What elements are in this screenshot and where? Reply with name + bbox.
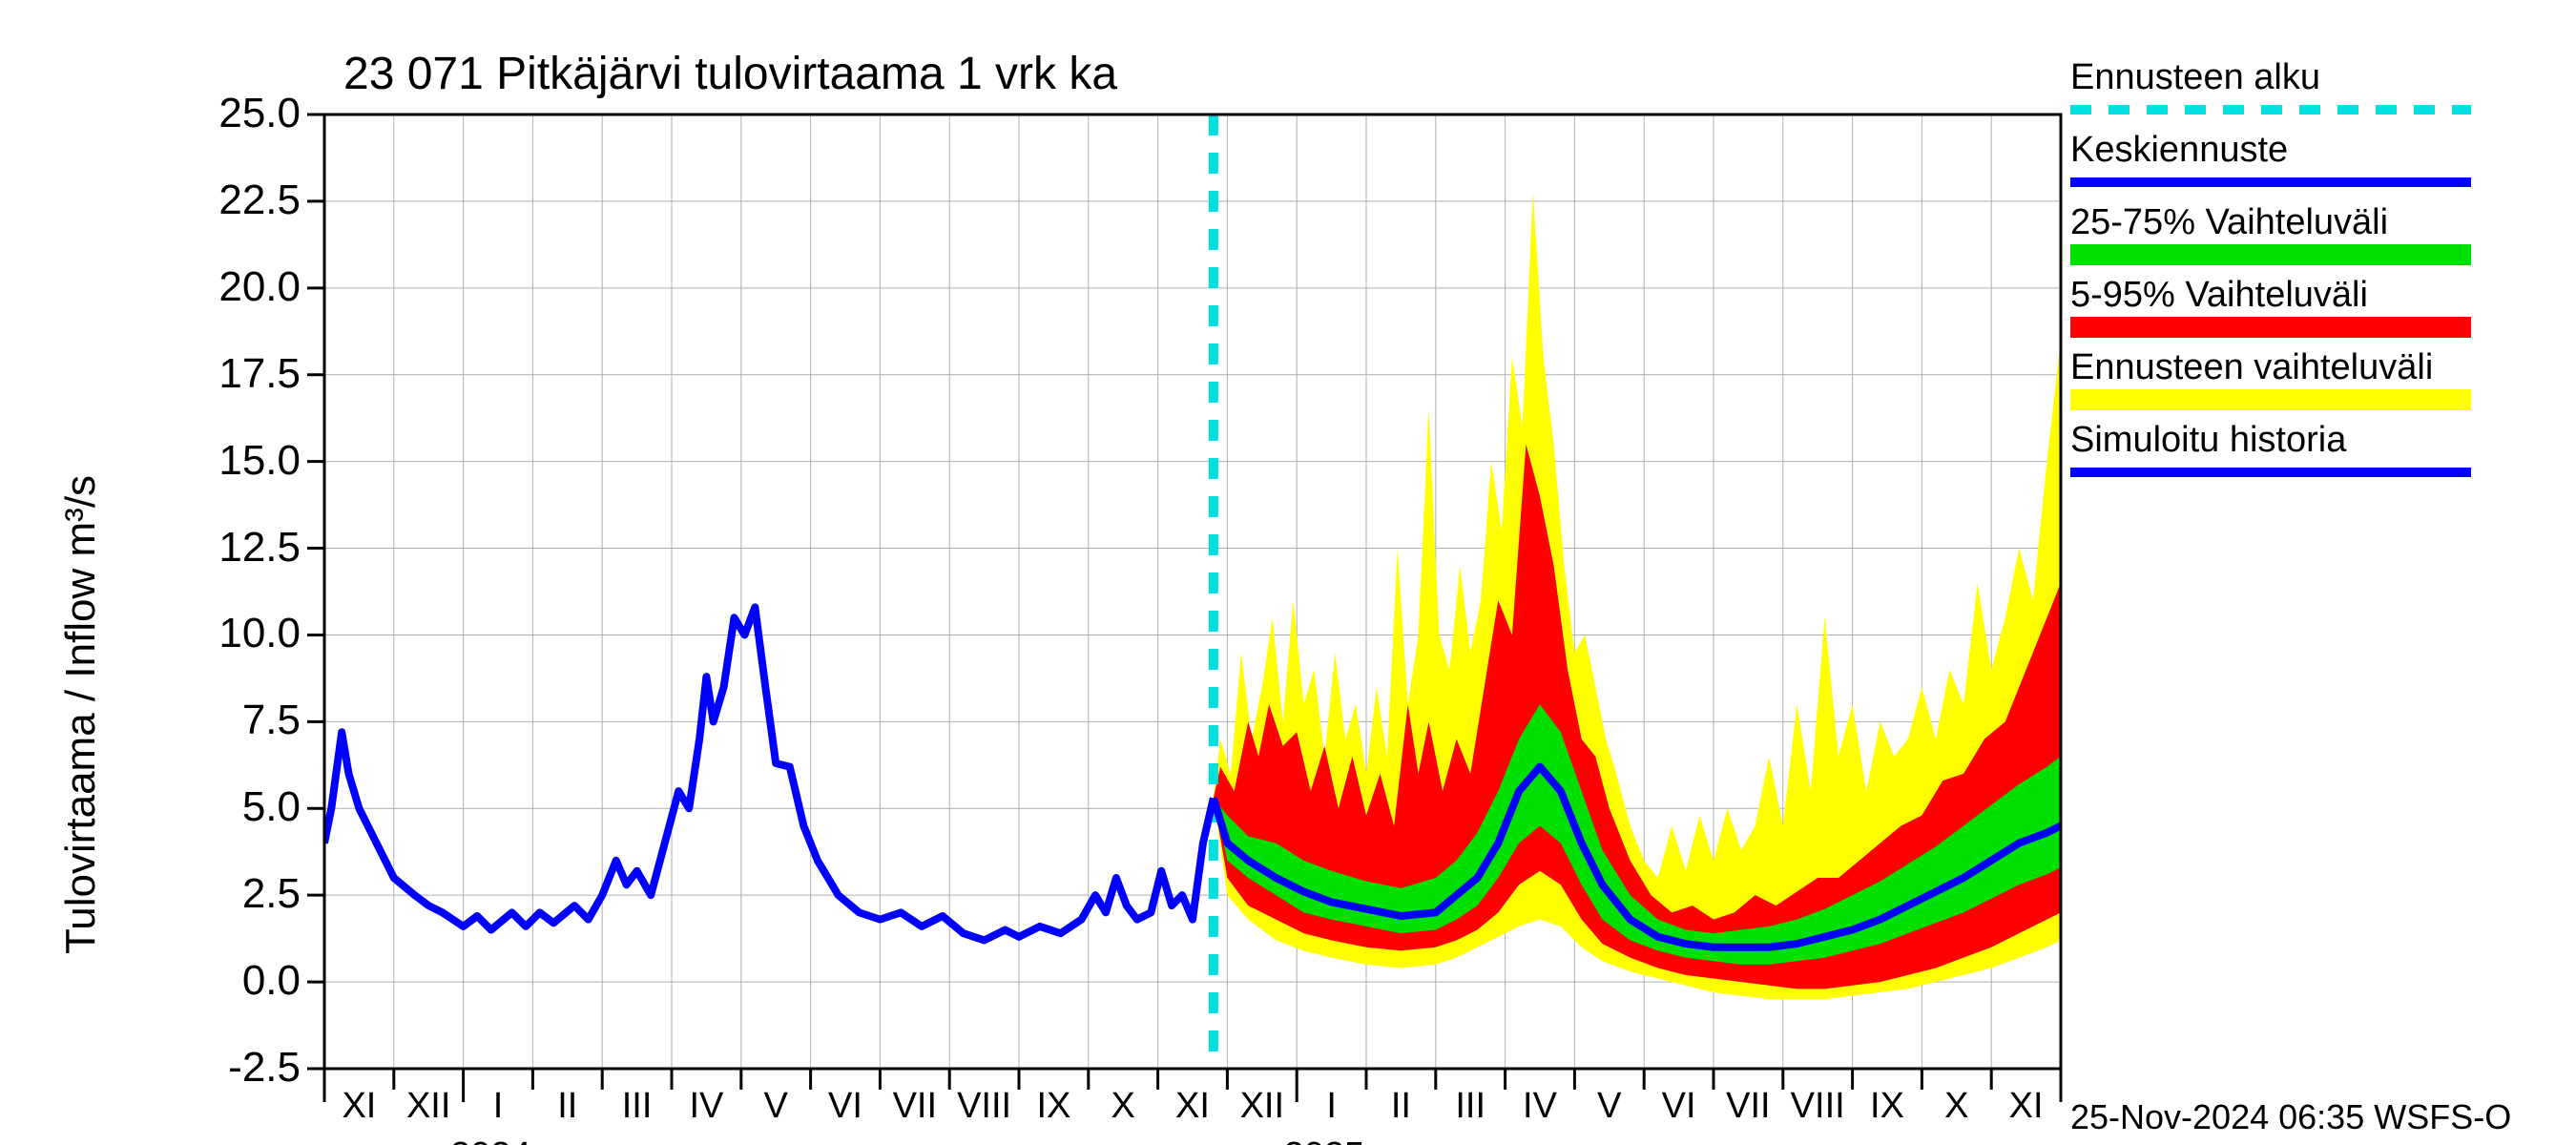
legend-swatch — [2070, 177, 2471, 187]
legend-swatch — [2070, 468, 2471, 477]
x-tick-label: XI — [342, 1086, 376, 1127]
x-tick-label: III — [622, 1086, 653, 1127]
legend-label: Ennusteen alku — [2070, 57, 2320, 98]
x-tick-label: V — [1597, 1086, 1621, 1127]
y-tick-label: 2.5 — [129, 870, 301, 918]
y-tick-label: 17.5 — [129, 350, 301, 398]
legend: Ennusteen alku Keskiennuste 25-75% Vaihtel… — [2070, 57, 2566, 492]
year-label: 2024 — [450, 1135, 531, 1145]
x-tick-label: II — [1391, 1086, 1411, 1127]
x-tick-label: IX — [1036, 1086, 1070, 1127]
y-tick-label: 5.0 — [129, 783, 301, 831]
legend-swatch — [2070, 105, 2471, 114]
x-tick-label: X — [1944, 1086, 1968, 1127]
x-tick-label: VI — [828, 1086, 862, 1127]
x-tick-label: VIII — [1791, 1086, 1845, 1127]
x-tick-label: IV — [1523, 1086, 1557, 1127]
x-tick-label: III — [1455, 1086, 1485, 1127]
x-tick-label: XI — [2009, 1086, 2044, 1127]
y-tick-label: -2.5 — [129, 1044, 301, 1092]
legend-label: Keskiennuste — [2070, 130, 2288, 171]
legend-label: 25-75% Vaihteluväli — [2070, 202, 2388, 243]
x-tick-label: VIII — [957, 1086, 1011, 1127]
y-tick-label: 15.0 — [129, 437, 301, 485]
legend-item: 25-75% Vaihteluväli — [2070, 202, 2566, 275]
legend-swatch — [2070, 317, 2471, 338]
x-tick-label: V — [764, 1086, 788, 1127]
legend-item: Simuloitu historia — [2070, 420, 2566, 492]
x-tick-label: VII — [893, 1086, 937, 1127]
chart-container: { "title": "23 071 Pitkäjärvi tulovirtaa… — [0, 0, 2576, 1145]
legend-swatch — [2070, 389, 2471, 410]
x-tick-label: VI — [1662, 1086, 1696, 1127]
y-tick-label: 7.5 — [129, 697, 301, 744]
x-tick-label: XI — [1175, 1086, 1210, 1127]
year-label: 2025 — [1284, 1135, 1365, 1145]
x-tick-label: I — [493, 1086, 504, 1127]
legend-item: Keskiennuste — [2070, 130, 2566, 202]
x-tick-label: I — [1326, 1086, 1337, 1127]
x-tick-label: X — [1111, 1086, 1135, 1127]
x-tick-label: II — [557, 1086, 577, 1127]
legend-label: Simuloitu historia — [2070, 420, 2346, 461]
x-tick-label: XII — [406, 1086, 450, 1127]
x-tick-label: IV — [689, 1086, 723, 1127]
legend-label: Ennusteen vaihteluväli — [2070, 347, 2433, 388]
y-tick-label: 0.0 — [129, 957, 301, 1005]
legend-item: Ennusteen vaihteluväli — [2070, 347, 2566, 420]
legend-item: 5-95% Vaihteluväli — [2070, 275, 2566, 347]
x-tick-label: VII — [1726, 1086, 1770, 1127]
legend-label: 5-95% Vaihteluväli — [2070, 275, 2368, 316]
x-tick-label: XII — [1240, 1086, 1284, 1127]
y-tick-label: 22.5 — [129, 177, 301, 224]
y-tick-label: 25.0 — [129, 90, 301, 137]
x-tick-label: IX — [1870, 1086, 1904, 1127]
y-tick-label: 10.0 — [129, 610, 301, 657]
legend-item: Ennusteen alku — [2070, 57, 2566, 130]
y-tick-label: 12.5 — [129, 524, 301, 572]
legend-swatch — [2070, 244, 2471, 265]
y-tick-label: 20.0 — [129, 263, 301, 311]
footer-timestamp: 25-Nov-2024 06:35 WSFS-O — [2070, 1097, 2511, 1137]
